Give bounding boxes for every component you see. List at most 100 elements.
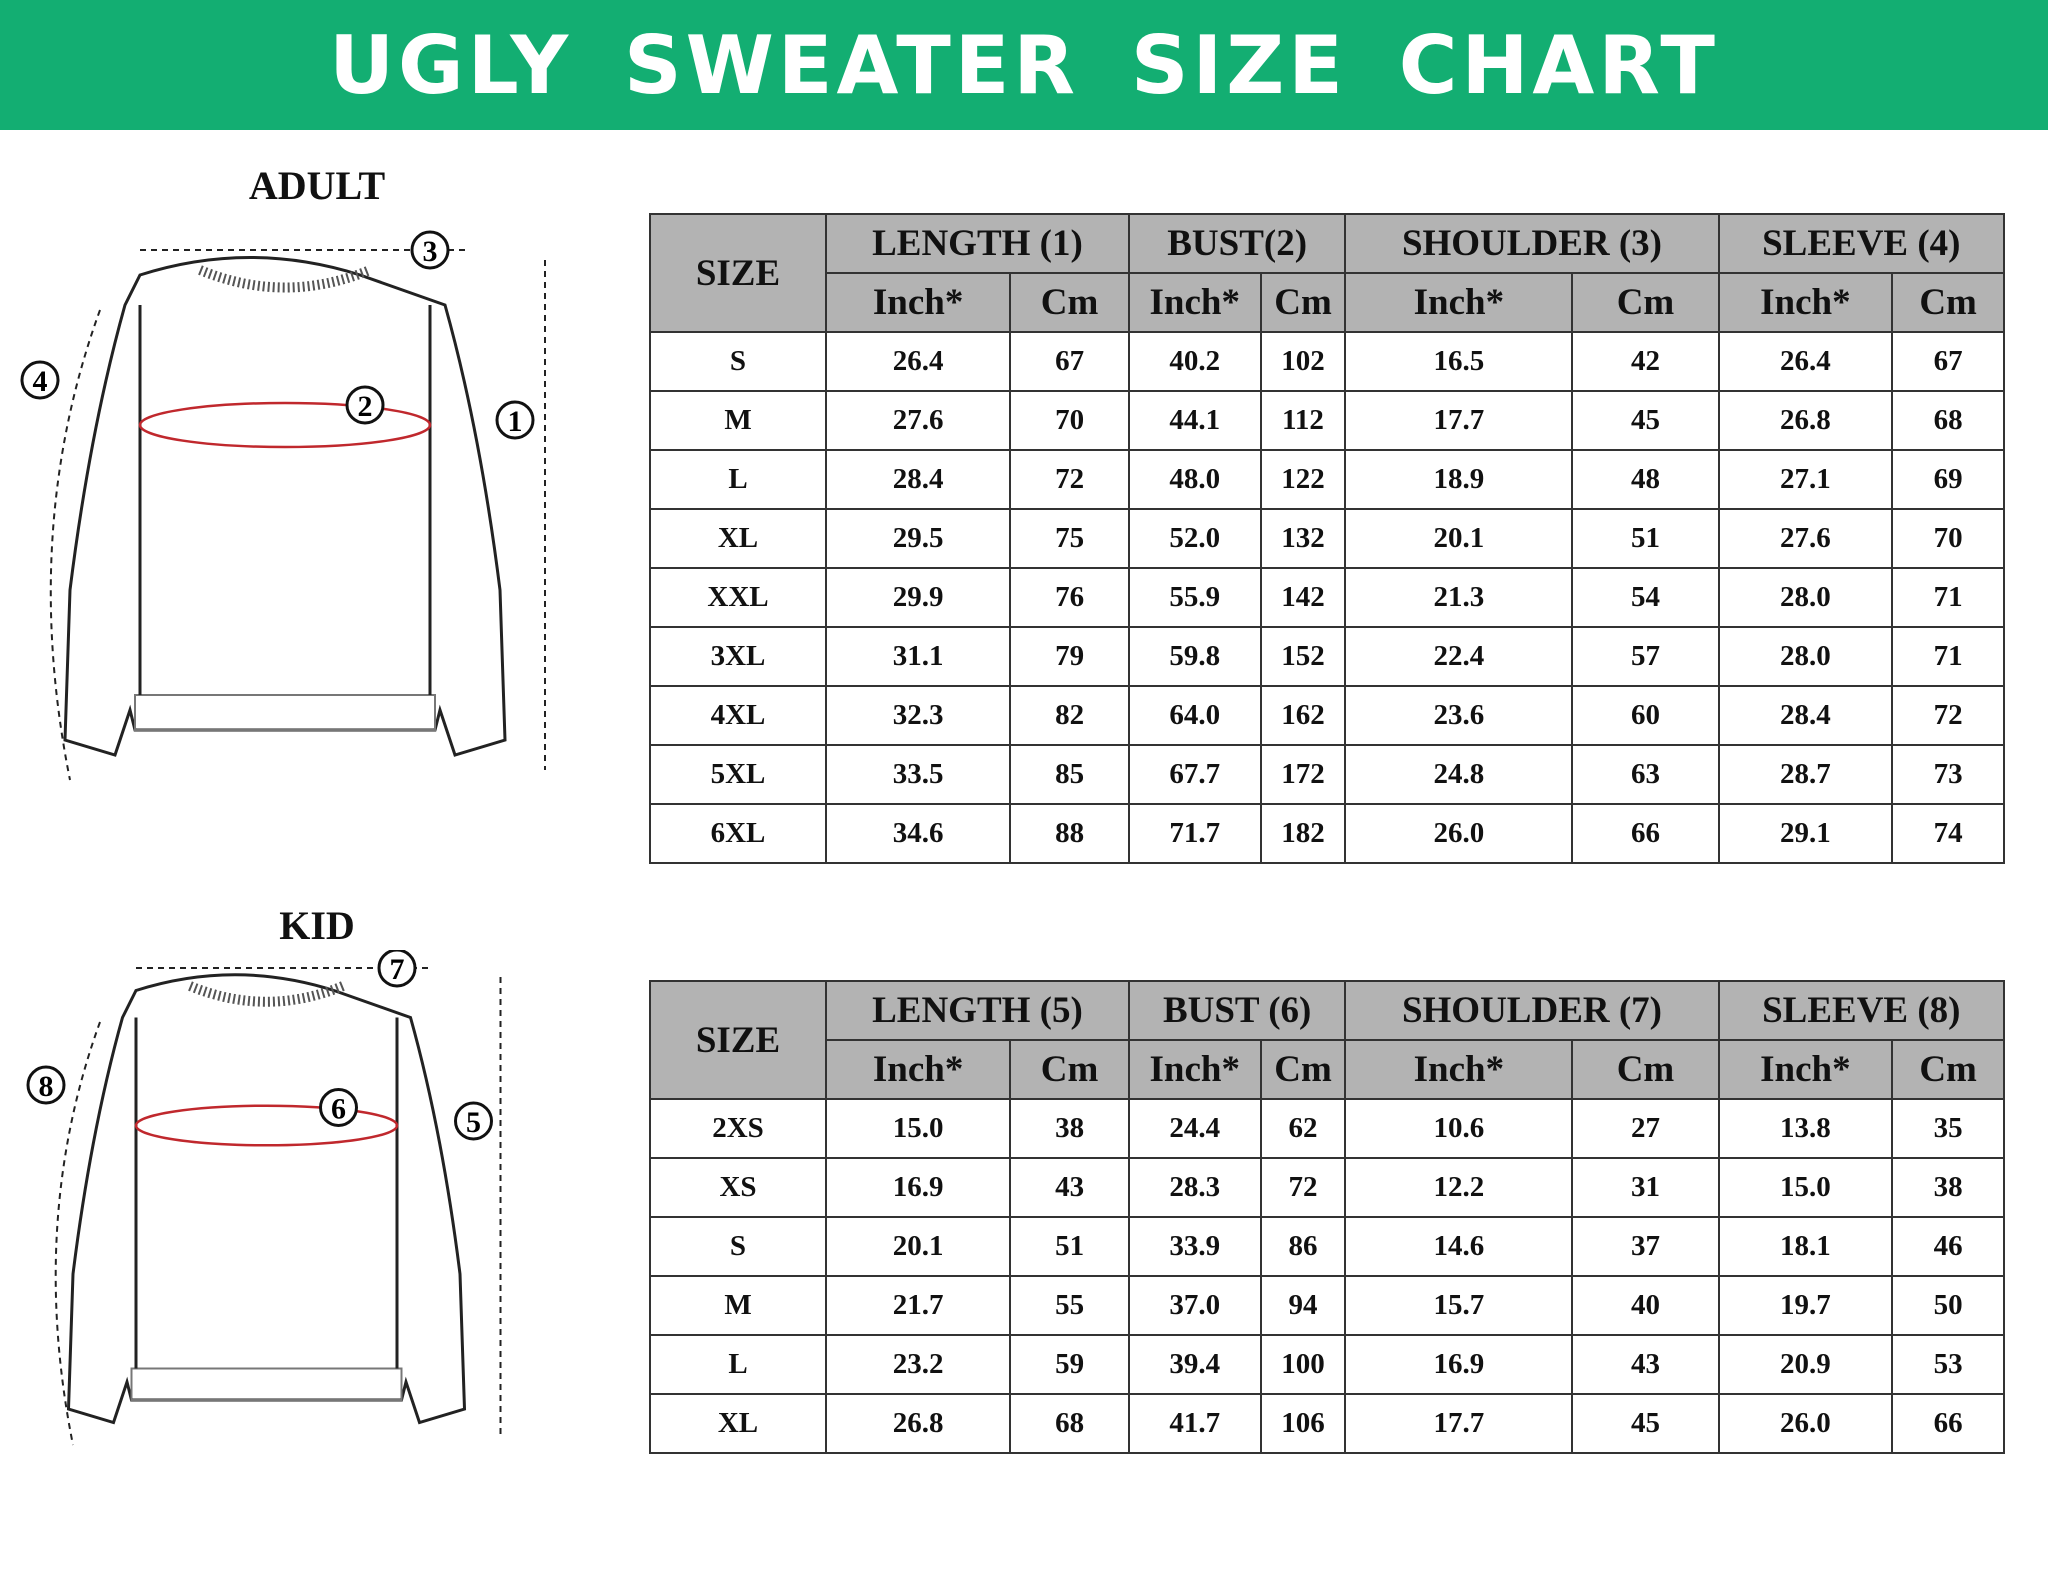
value-cell: 162 [1259,685,1347,746]
value-cell: 37.0 [1127,1275,1262,1336]
svg-text:6: 6 [331,1093,346,1126]
size-cell: S [649,1216,827,1277]
value-cell: 17.7 [1344,1393,1574,1454]
value-cell: 59.8 [1127,626,1262,687]
table-row: M 27.6 70 44.1 112 17.7 45 26.8 68 [649,390,2005,451]
table-row: M 21.7 55 37.0 94 15.7 40 19.7 50 [649,1275,2005,1336]
group-header: SHOULDER (7) [1344,980,1720,1041]
value-cell: 35 [1891,1098,2005,1159]
value-cell: 72 [1009,449,1130,510]
value-cell: 68 [1009,1393,1130,1454]
table-row: L 23.2 59 39.4 100 16.9 43 20.9 53 [649,1334,2005,1395]
table-row: XXL 29.9 76 55.9 142 21.3 54 28.0 71 [649,567,2005,628]
size-header: SIZE [649,213,827,333]
value-cell: 68 [1891,390,2005,451]
svg-text:8: 8 [39,1070,54,1103]
value-cell: 67 [1009,331,1130,392]
unit-header: Inch* [1717,1039,1894,1100]
value-cell: 27.6 [824,390,1012,451]
value-cell: 41.7 [1127,1393,1262,1454]
value-cell: 31 [1571,1157,1720,1218]
value-cell: 16.5 [1344,331,1574,392]
value-cell: 67.7 [1127,744,1262,805]
value-cell: 26.0 [1344,803,1574,864]
unit-header: Inch* [1127,272,1262,333]
value-cell: 66 [1891,1393,2005,1454]
value-cell: 31.1 [824,626,1012,687]
value-cell: 82 [1009,685,1130,746]
table-row: S 20.1 51 33.9 86 14.6 37 18.1 46 [649,1216,2005,1277]
marker-8-icon: 8 [26,1065,66,1105]
table-row: 2XS 15.0 38 24.4 62 10.6 27 13.8 35 [649,1098,2005,1159]
value-cell: 28.4 [1717,685,1894,746]
value-cell: 51 [1571,508,1720,569]
svg-text:5: 5 [466,1106,481,1139]
value-cell: 66 [1571,803,1720,864]
value-cell: 18.9 [1344,449,1574,510]
value-cell: 45 [1571,390,1720,451]
value-cell: 20.1 [1344,508,1574,569]
sweater-outline [66,973,467,1425]
value-cell: 85 [1009,744,1130,805]
unit-header: Cm [1259,272,1347,333]
size-cell: M [649,390,827,451]
value-cell: 20.1 [824,1216,1012,1277]
size-cell: XXL [649,567,827,628]
value-cell: 38 [1891,1157,2005,1218]
value-cell: 14.6 [1344,1216,1574,1277]
table-row: XL 29.5 75 52.0 132 20.1 51 27.6 70 [649,508,2005,569]
value-cell: 94 [1259,1275,1347,1336]
group-header: SHOULDER (3) [1344,213,1720,274]
value-cell: 48 [1571,449,1720,510]
adult-sweater-diagram: 1 2 3 4 [20,230,546,781]
value-cell: 15.7 [1344,1275,1574,1336]
svg-text:7: 7 [390,953,405,986]
unit-header: Cm [1571,1039,1720,1100]
value-cell: 21.7 [824,1275,1012,1336]
value-cell: 70 [1009,390,1130,451]
value-cell: 55.9 [1127,567,1262,628]
sweater-outline [63,256,507,757]
table-row: 6XL 34.6 88 71.7 182 26.0 66 29.1 74 [649,803,2005,864]
value-cell: 18.1 [1717,1216,1894,1277]
unit-header: Cm [1891,272,2005,333]
value-cell: 46 [1891,1216,2005,1277]
value-cell: 112 [1259,390,1347,451]
value-cell: 34.6 [824,803,1012,864]
kid-size-table: SIZE LENGTH (5) BUST (6) SHOULDER (7) SLEEVE… [649,980,2006,1454]
value-cell: 29.5 [824,508,1012,569]
value-cell: 19.7 [1717,1275,1894,1336]
value-cell: 86 [1259,1216,1347,1277]
value-cell: 74 [1891,803,2005,864]
value-cell: 33.5 [824,744,1012,805]
size-cell: L [649,1334,827,1395]
value-cell: 71 [1891,567,2005,628]
value-cell: 27 [1571,1098,1720,1159]
value-cell: 52.0 [1127,508,1262,569]
value-cell: 39.4 [1127,1334,1262,1395]
value-cell: 28.3 [1127,1157,1262,1218]
value-cell: 27.6 [1717,508,1894,569]
unit-header: Inch* [824,272,1012,333]
value-cell: 28.0 [1717,626,1894,687]
value-cell: 45 [1571,1393,1720,1454]
value-cell: 69 [1891,449,2005,510]
value-cell: 63 [1571,744,1720,805]
value-cell: 122 [1259,449,1347,510]
unit-header: Inch* [1344,272,1574,333]
kid-label: KID [279,903,355,948]
value-cell: 26.0 [1717,1393,1894,1454]
value-cell: 33.9 [1127,1216,1262,1277]
value-cell: 20.9 [1717,1334,1894,1395]
size-cell: 4XL [649,685,827,746]
size-cell: 2XS [649,1098,827,1159]
value-cell: 28.7 [1717,744,1894,805]
marker-6-icon: 6 [319,1088,358,1127]
table-row: XL 26.8 68 41.7 106 17.7 45 26.0 66 [649,1393,2005,1454]
value-cell: 32.3 [824,685,1012,746]
value-cell: 27.1 [1717,449,1894,510]
value-cell: 38 [1009,1098,1130,1159]
value-cell: 62 [1259,1098,1347,1159]
svg-text:4: 4 [33,365,48,398]
unit-header: Cm [1571,272,1720,333]
